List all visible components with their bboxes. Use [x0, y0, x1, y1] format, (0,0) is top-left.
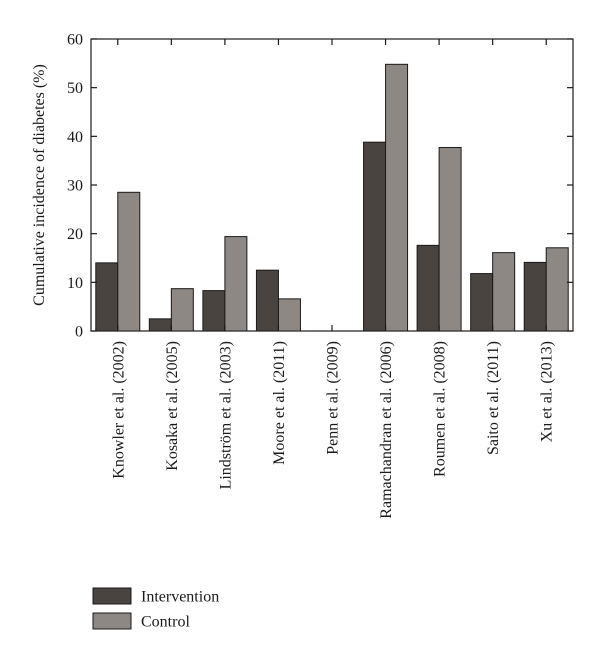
legend: Intervention Control [92, 587, 219, 631]
bar-control-2 [170, 288, 194, 332]
bar-intervention-4 [255, 269, 279, 332]
bar-intervention-6 [363, 141, 387, 332]
x-tick-label: Xu et al. (2013) [539, 341, 556, 442]
bar-control-3 [224, 236, 248, 332]
y-tick-label: 60 [67, 32, 83, 49]
y-tick-label: 10 [67, 275, 83, 292]
y-tick-label: 50 [67, 80, 83, 97]
legend-label-intervention: Intervention [141, 589, 219, 606]
bar-intervention-2 [148, 318, 172, 332]
bar-control-7 [438, 147, 462, 332]
bar-intervention-3 [202, 290, 226, 332]
bar-control-8 [492, 252, 516, 332]
y-tick-label: 40 [67, 129, 83, 146]
bar-control-1 [117, 191, 141, 332]
x-axis: Knowler et al. (2002) Kosaka et al. (2005… [110, 39, 556, 519]
plot-area [90, 38, 574, 332]
y-axis-label: Cumulative incidence of diabetes (%) [31, 64, 48, 306]
x-tick-label: Moore et al. (2011) [271, 341, 288, 465]
legend-swatch-intervention [92, 587, 132, 605]
y-tick-label: 0 [75, 324, 83, 341]
y-axis: 0 10 20 30 40 50 60 [67, 32, 573, 341]
bar-intervention-8 [470, 273, 494, 332]
bar-control-4 [277, 298, 301, 332]
legend-label-control: Control [141, 614, 190, 631]
y-tick-label: 20 [67, 226, 83, 243]
x-tick-label: Knowler et al. (2002) [110, 341, 127, 479]
x-tick-label: Kosaka et al. (2005) [164, 341, 181, 471]
bar-intervention-1 [95, 262, 119, 332]
y-tick-label: 30 [67, 178, 83, 195]
legend-swatch-control [92, 612, 132, 630]
x-tick-label: Lindström et al. (2003) [217, 341, 234, 489]
bar-control-6 [385, 63, 409, 332]
x-tick-label: Saito et al. (2011) [485, 341, 502, 455]
bar-intervention-7 [416, 244, 440, 332]
x-tick-label: Penn et al. (2009) [325, 341, 342, 455]
bar-control-9 [545, 247, 569, 332]
x-tick-label: Ramachandran et al. (2006) [378, 341, 395, 519]
bar-intervention-9 [523, 261, 547, 332]
x-tick-label: Roumen et al. (2008) [432, 341, 449, 477]
